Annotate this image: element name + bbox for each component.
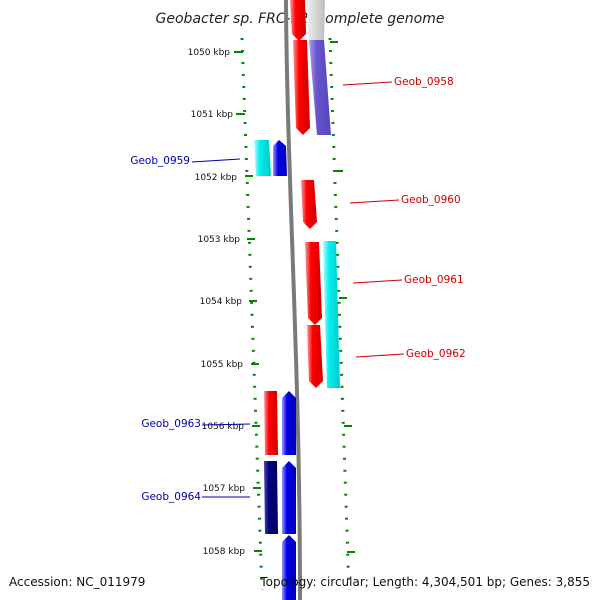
gene-geob-0964-navy <box>264 461 278 534</box>
gene-faded-top <box>306 0 325 40</box>
gene-label-geob-0960[interactable]: Geob_0960 <box>401 194 461 206</box>
gene-geob-0960 <box>301 180 317 229</box>
gene-geob-0963-red <box>264 391 278 455</box>
gene-geob-0959-cyan <box>254 140 271 176</box>
genome-backbone <box>284 0 302 600</box>
tick-label: 1058 kbp <box>203 547 246 557</box>
scale-track <box>240 37 351 591</box>
accession-text: Accession: NC_011979 <box>9 575 145 589</box>
gene-label-geob-0962[interactable]: Geob_0962 <box>406 348 466 360</box>
gene-blue-bottom <box>282 535 296 600</box>
tick-label: 1052 kbp <box>195 173 238 183</box>
leader-line-geob-0962 <box>355 353 405 358</box>
tick-label: 1054 kbp <box>200 297 243 307</box>
leader-line-geob-0958 <box>342 81 393 86</box>
gene-geob-0962-red <box>307 325 323 388</box>
topology-text: Topology: circular; Length: 4,304,501 bp… <box>259 575 590 589</box>
leader-line-geob-0963 <box>201 423 251 426</box>
leader-line-geob-0960 <box>349 199 400 204</box>
major-ticks <box>234 41 355 553</box>
tick-label: 1050 kbp <box>188 48 231 58</box>
gene-label-geob-0959[interactable]: Geob_0959 <box>130 155 190 167</box>
gene-geob-0961-cyan <box>323 241 340 388</box>
gene-geob-0963-blue <box>282 391 296 455</box>
tick-label: 1055 kbp <box>201 360 244 370</box>
tick-label: 1051 kbp <box>191 110 234 120</box>
gene-label-geob-0963[interactable]: Geob_0963 <box>141 418 201 430</box>
gene-red-top <box>290 0 306 41</box>
tick-labels: 1050 kbp 1051 kbp 1052 kbp 1053 kbp 1054… <box>188 48 246 557</box>
gene-label-geob-0958[interactable]: Geob_0958 <box>394 76 454 88</box>
gene-geob-0961-red <box>305 242 322 325</box>
gene-geob-0958-red <box>293 40 310 135</box>
right-tick-track <box>328 37 351 591</box>
leader-line-geob-0959 <box>191 158 241 163</box>
right-labels: Geob_0958 Geob_0960 Geob_0961 Geob_0962 <box>342 76 466 360</box>
tick-label: 1053 kbp <box>198 235 241 245</box>
gene-geob-0959-blue <box>273 140 287 176</box>
gene-geob-0958-purple <box>309 40 331 135</box>
leader-line-geob-0961 <box>352 279 403 284</box>
gene-label-geob-0964[interactable]: Geob_0964 <box>141 491 201 503</box>
left-tick-track <box>240 37 264 591</box>
gene-geob-0964-blue <box>282 461 296 534</box>
left-labels: Geob_0959 Geob_0963 Geob_0964 <box>130 155 251 503</box>
tick-label: 1057 kbp <box>203 484 246 494</box>
tick-label: 1056 kbp <box>202 422 245 432</box>
gene-label-geob-0961[interactable]: Geob_0961 <box>404 274 464 286</box>
